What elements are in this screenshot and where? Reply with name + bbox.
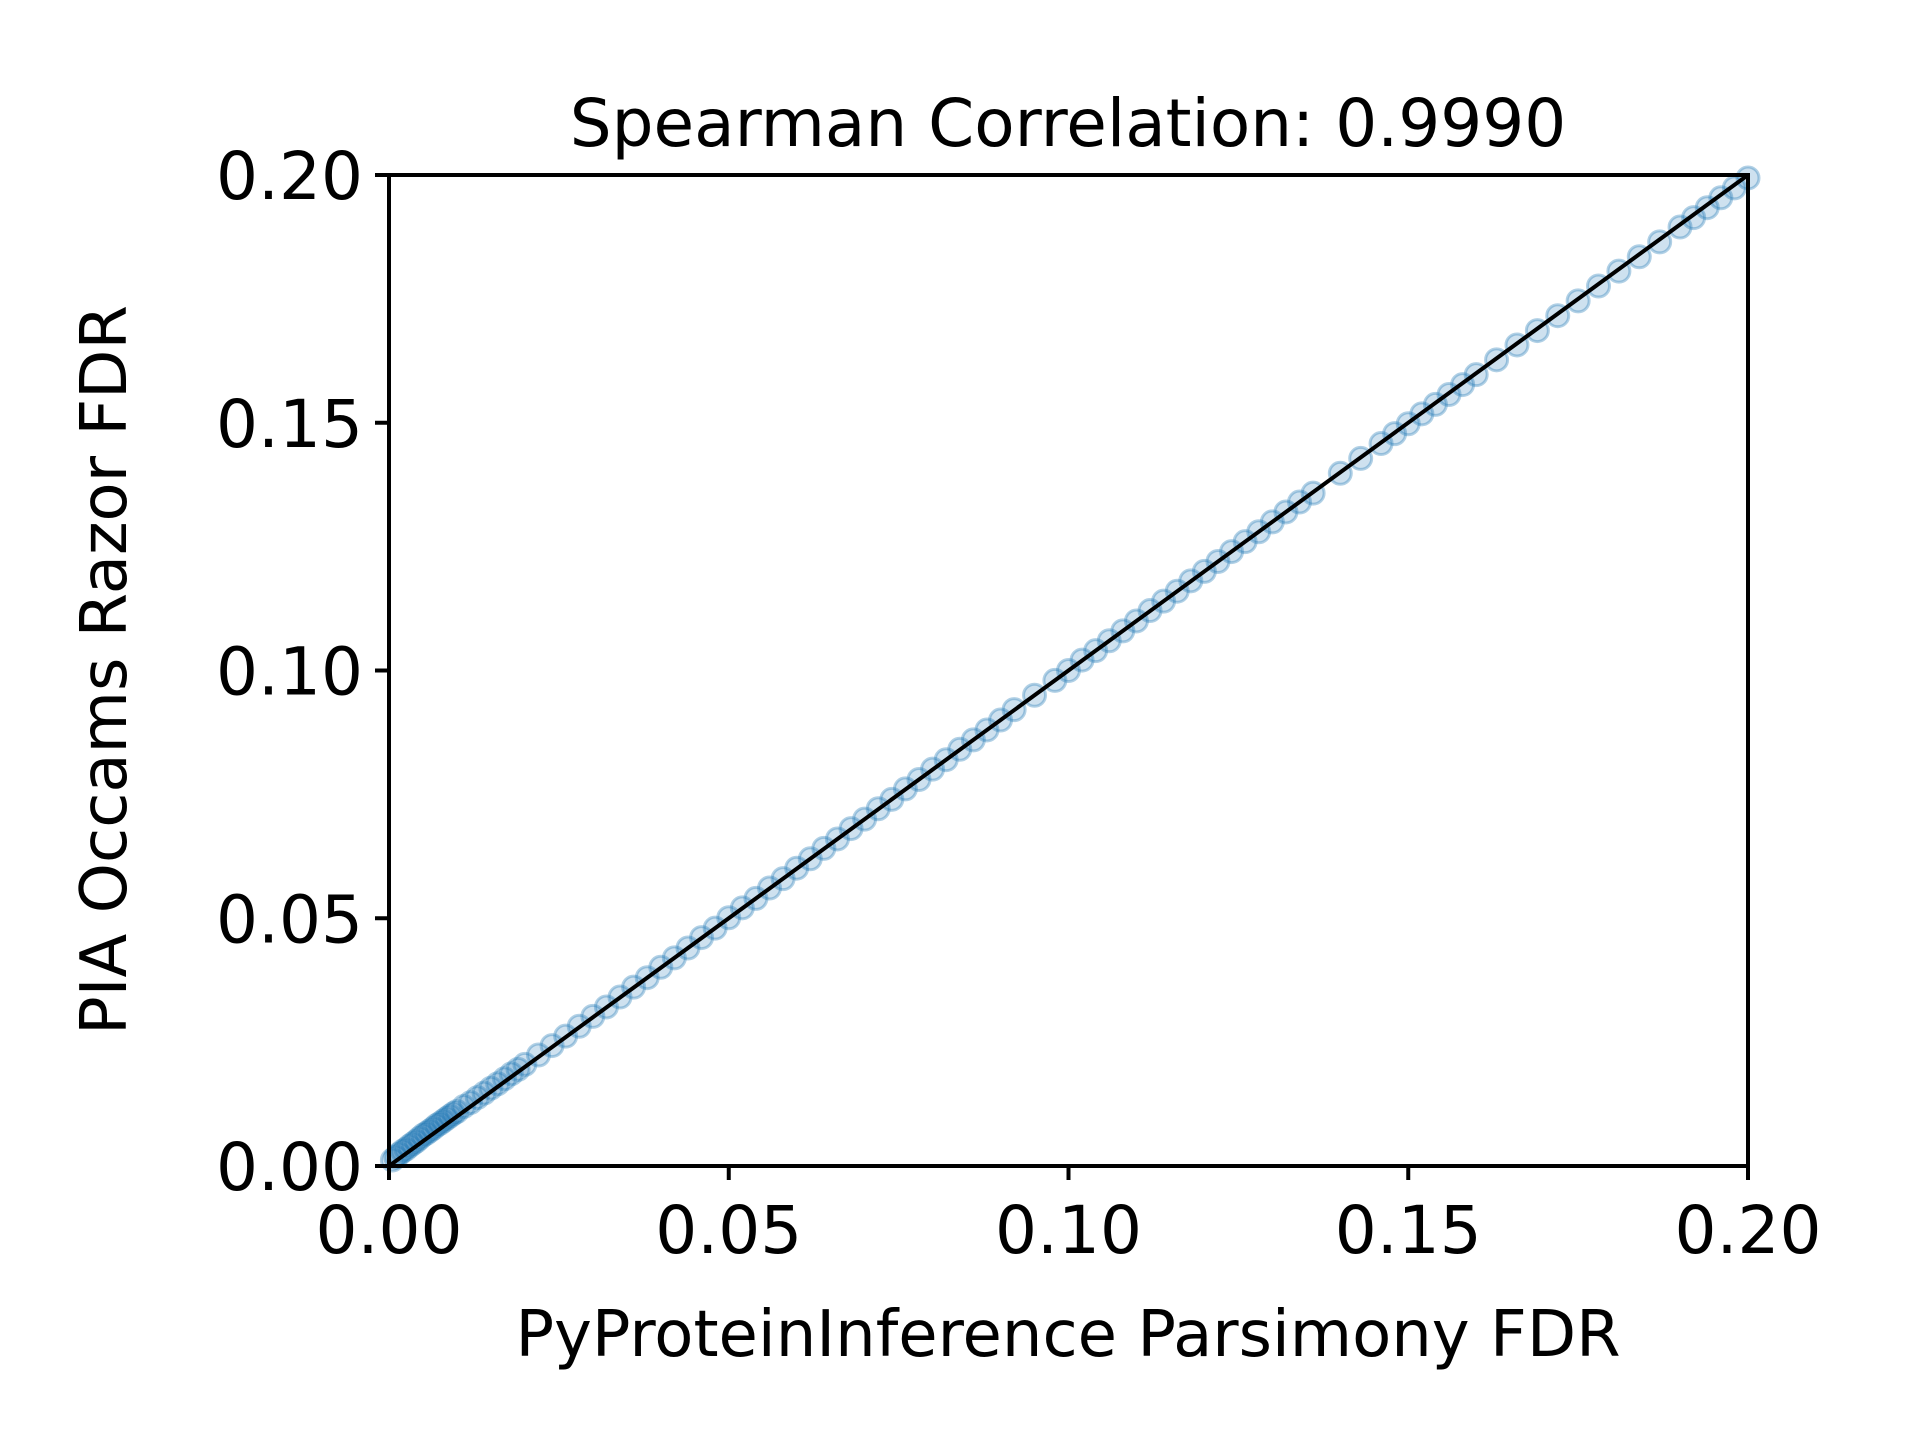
data-point <box>390 1138 416 1164</box>
data-point <box>444 1098 470 1124</box>
reference-line <box>387 173 1750 1168</box>
y-axis: 0.00 0.05 0.10 0.15 0.20 <box>216 138 389 1206</box>
x-tick-label: 0.15 <box>1335 1192 1482 1269</box>
x-tick-label: 0.20 <box>1675 1192 1822 1269</box>
data-point <box>420 1115 446 1141</box>
data-point <box>400 1131 426 1157</box>
data-point <box>403 1128 429 1154</box>
y-tick-label: 0.20 <box>216 138 363 215</box>
x-tick-label: 0.00 <box>316 1192 463 1269</box>
y-axis-label: PIA Occams Razor FDR <box>68 305 142 1035</box>
data-point <box>441 1100 467 1126</box>
y-tick-label: 0.00 <box>216 1129 363 1206</box>
data-point <box>396 1133 422 1159</box>
x-axis-label: PyProteinInference Parsimony FDR <box>515 1298 1620 1372</box>
data-point <box>451 1094 477 1120</box>
data-point <box>417 1118 443 1144</box>
y-tick-label: 0.05 <box>216 881 363 958</box>
y-tick-label: 0.10 <box>216 634 363 711</box>
data-point <box>434 1105 460 1131</box>
x-axis: 0.00 0.05 0.10 0.15 0.20 <box>316 1166 1822 1269</box>
data-point <box>427 1110 453 1136</box>
data-point <box>393 1136 419 1162</box>
data-point <box>430 1108 456 1134</box>
data-point <box>413 1120 439 1146</box>
chart-title: Spearman Correlation: 0.9990 <box>570 85 1566 162</box>
y-tick-label: 0.15 <box>216 386 363 463</box>
data-point <box>437 1103 463 1129</box>
data-point <box>407 1125 433 1151</box>
x-tick-label: 0.10 <box>995 1192 1142 1269</box>
x-tick-label: 0.05 <box>655 1192 802 1269</box>
